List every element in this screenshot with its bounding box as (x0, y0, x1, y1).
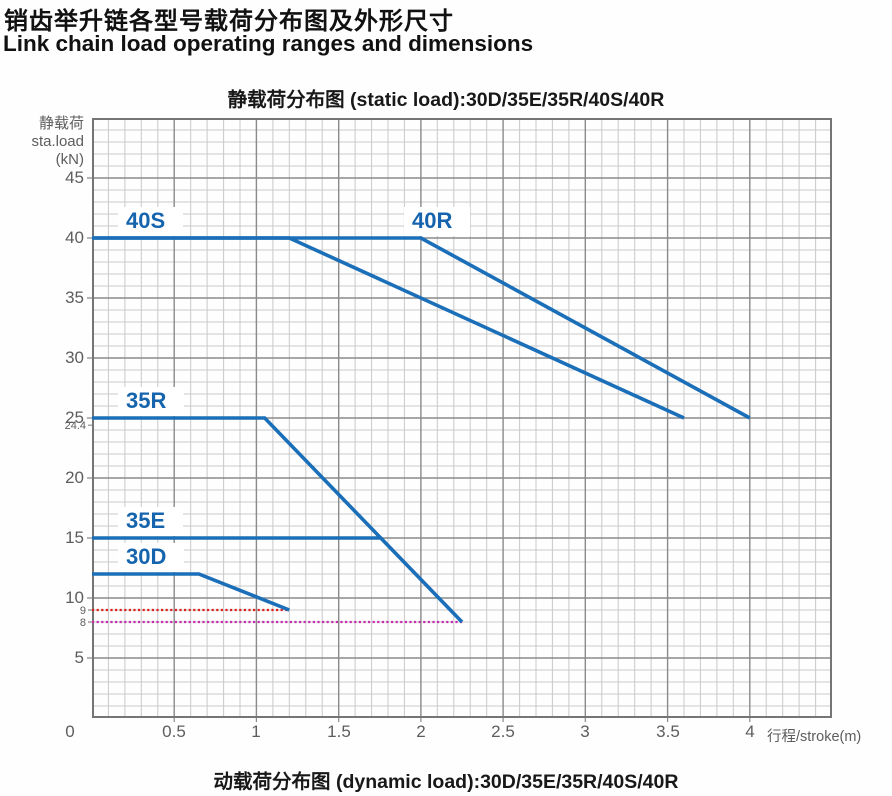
x-tick-label-3-5: 3.5 (656, 722, 680, 741)
series-line-40r (92, 236, 751, 420)
y-tick-label-30: 30 (65, 348, 84, 367)
static-chart-title: 静载荷分布图 (static load):30D/35E/35R/40S/40R (227, 89, 665, 111)
x-tick-label-1-5: 1.5 (327, 722, 351, 741)
y-extra-label-9: 9 (79, 605, 86, 617)
y-tick-label-45: 45 (65, 168, 84, 187)
y-tick-label-35: 35 (65, 288, 84, 307)
series-line-30d (92, 572, 290, 612)
y-tick-label-20: 20 (65, 468, 84, 487)
y-tick-label-40: 40 (65, 228, 84, 247)
x-tick-label-2-5: 2.5 (491, 722, 515, 741)
y-axis-title: 静载荷 sta.load (kN) (0, 115, 84, 169)
series-line-35r (92, 416, 464, 624)
plot-area (87, 118, 832, 722)
y-tick-label-15: 15 (65, 528, 84, 547)
x-tick-label-4: 4 (745, 722, 755, 741)
x-tick-label-0-5: 0.5 (162, 722, 186, 741)
dynamic-chart-title: 动载荷分布图 (dynamic load):30D/35E/35R/40S/40… (213, 771, 679, 793)
x-tick-label-3: 3 (580, 722, 590, 741)
y-axis-title-line2: sta.load (31, 133, 84, 150)
y-tick-label-10: 10 (65, 588, 84, 607)
x-axis-title: 行程/stroke(m) (767, 729, 862, 745)
static-load-chart (87, 118, 832, 722)
main-title-en: Link chain load operating ranges and dim… (3, 31, 534, 56)
y-axis-title-line3: (kN) (55, 151, 84, 168)
x-tick-label-1: 1 (251, 722, 261, 741)
x-tick-label-0: 0 (65, 722, 75, 741)
y-axis-title-line1: 静载荷 (38, 115, 84, 132)
y-tick-label-5: 5 (74, 648, 84, 667)
main-title-zh: 销齿举升链各型号载荷分布图及外形尺寸 (4, 8, 454, 35)
x-tick-label-2: 2 (416, 722, 426, 741)
y-extra-label-24-4: 24.4 (64, 420, 86, 432)
axis-ticks (87, 177, 751, 722)
y-tick-label-25: 25 (65, 408, 84, 427)
y-extra-label-8: 8 (79, 617, 86, 629)
